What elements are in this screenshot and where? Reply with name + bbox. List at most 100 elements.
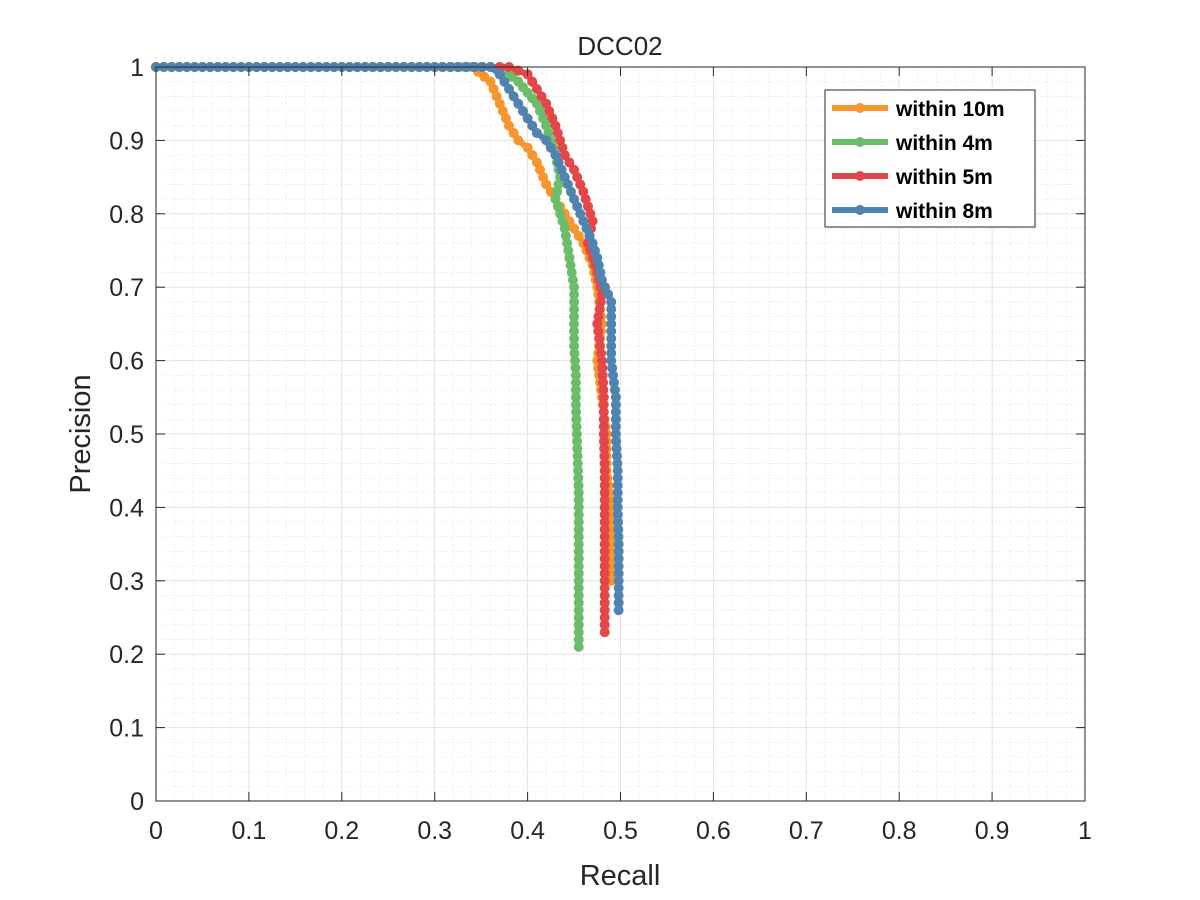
data-point (597, 362, 608, 373)
data-point (573, 539, 584, 550)
data-point (610, 392, 621, 403)
data-point (513, 98, 524, 109)
data-point (570, 392, 581, 403)
data-point (573, 627, 584, 638)
data-point (569, 311, 580, 322)
data-point (613, 597, 624, 608)
y-tick-label: 0.5 (109, 421, 144, 449)
y-tick-label: 0 (130, 788, 144, 816)
data-point (606, 340, 617, 351)
data-point (573, 634, 584, 645)
data-point (606, 296, 617, 307)
data-point (570, 377, 581, 388)
data-point (573, 531, 584, 542)
data-point (599, 531, 610, 542)
data-point (606, 333, 617, 344)
data-point (564, 216, 575, 227)
data-point (559, 223, 570, 234)
data-point (570, 362, 581, 373)
data-point (559, 150, 570, 161)
data-point (569, 304, 580, 315)
data-point (563, 245, 574, 256)
y-tick-label: 0.3 (109, 568, 144, 596)
data-point (569, 296, 580, 307)
data-point (571, 421, 582, 432)
data-point (573, 605, 584, 616)
data-point (572, 443, 583, 454)
data-point (598, 384, 609, 395)
data-point (612, 495, 623, 506)
data-point (599, 473, 610, 484)
data-point (611, 443, 622, 454)
data-point (569, 348, 580, 359)
axis-ticks (155, 66, 1086, 802)
data-point (599, 451, 610, 462)
data-point (598, 377, 609, 388)
x-tick-label: 0.3 (417, 817, 452, 845)
data-point (595, 340, 606, 351)
data-point (599, 627, 610, 638)
data-point (569, 318, 580, 329)
data-point (598, 414, 609, 425)
data-point (599, 502, 610, 513)
data-point (569, 223, 580, 234)
data-point (599, 546, 610, 557)
data-point (610, 429, 621, 439)
data-point (608, 370, 619, 381)
x-tick-label: 0.6 (696, 817, 731, 845)
data-point (599, 487, 610, 498)
data-point (613, 539, 624, 550)
data-point (598, 436, 609, 447)
data-point (594, 304, 605, 315)
data-point (541, 179, 552, 190)
data-point (599, 575, 610, 586)
data-point (531, 84, 542, 95)
data-point (573, 230, 584, 241)
data-point (569, 326, 580, 337)
data-point (599, 605, 610, 616)
legend-swatch-marker (855, 137, 865, 147)
data-point (599, 597, 610, 608)
data-point (569, 333, 580, 344)
data-point (573, 546, 584, 557)
data-point (612, 473, 623, 484)
data-point (599, 509, 610, 520)
data-point (612, 465, 623, 476)
legend: within 10m within 4m within 5m within 8m (824, 89, 1036, 228)
legend-entry-label: within 5m (895, 166, 993, 189)
data-point (572, 436, 583, 447)
data-point (612, 509, 623, 520)
data-point (606, 304, 617, 315)
data-point (609, 384, 620, 395)
data-point (527, 76, 538, 87)
data-point (573, 502, 584, 513)
data-point (610, 414, 621, 425)
data-point (573, 641, 584, 652)
data-point (513, 135, 524, 146)
data-point (573, 517, 584, 528)
data-point (613, 553, 624, 564)
data-point (606, 318, 617, 329)
y-tick-label: 0.1 (109, 715, 144, 743)
data-point (607, 362, 618, 373)
data-point (560, 230, 571, 241)
data-point (570, 399, 581, 410)
data-point (593, 311, 604, 322)
data-point (573, 509, 584, 520)
data-point (573, 480, 584, 491)
data-point (527, 120, 538, 131)
data-point (613, 524, 624, 535)
data-point (596, 355, 607, 366)
data-point (570, 384, 581, 395)
data-point (606, 348, 617, 359)
data-point (573, 487, 584, 498)
data-point (597, 370, 608, 381)
data-point (613, 568, 624, 579)
data-point (608, 377, 619, 388)
data-point (569, 340, 580, 351)
legend-swatch-marker (855, 103, 865, 113)
legend-swatch-marker (855, 171, 865, 181)
series-layer (151, 62, 624, 652)
x-tick-label: 1 (1078, 817, 1092, 845)
